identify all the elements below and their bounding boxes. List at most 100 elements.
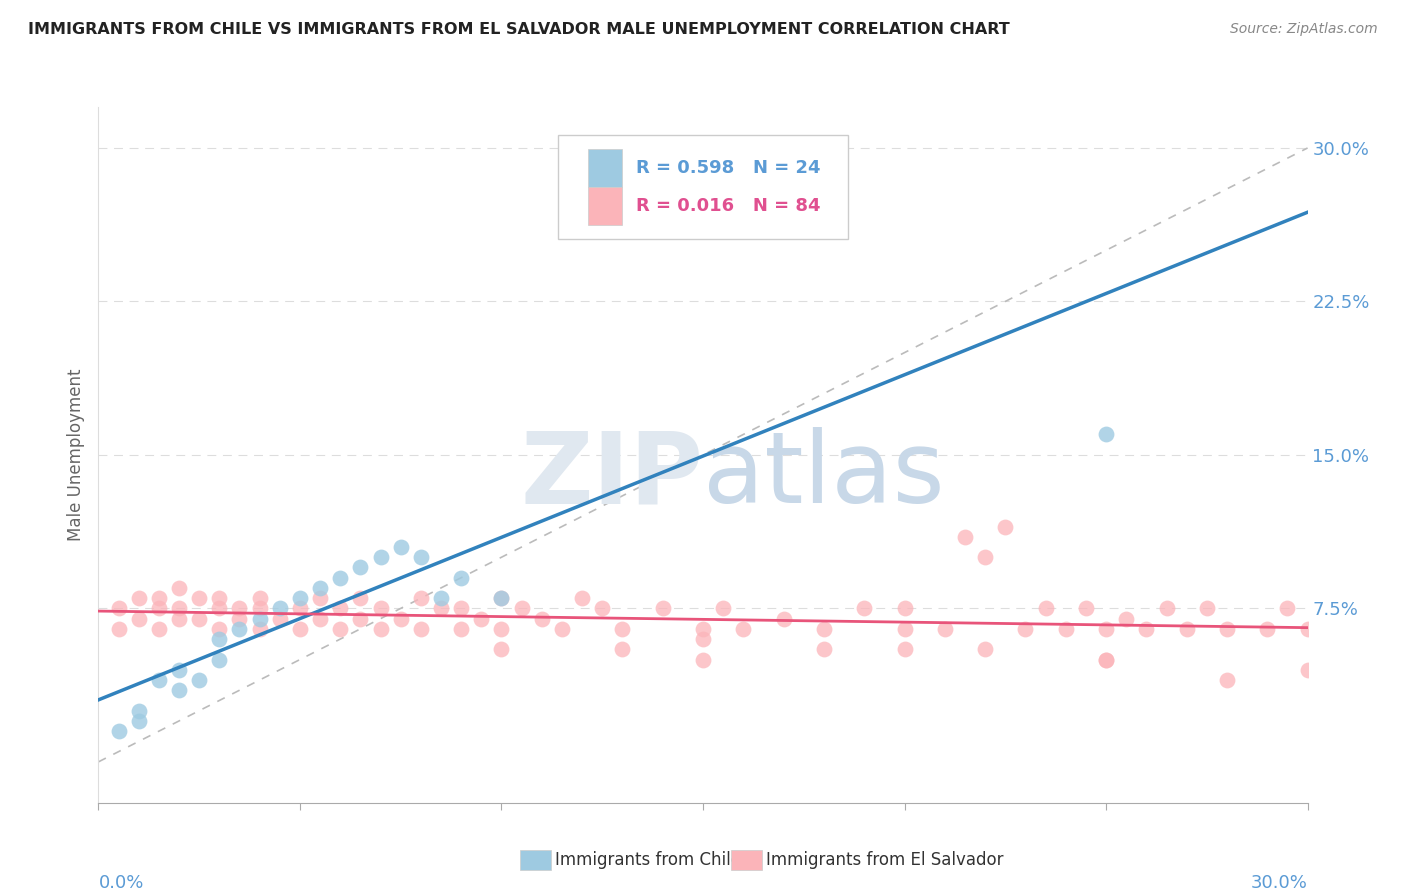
Point xyxy=(228,601,250,615)
Point xyxy=(1256,622,1278,636)
Point xyxy=(893,601,915,615)
Point xyxy=(329,622,352,636)
Point xyxy=(772,612,794,626)
Point xyxy=(249,612,271,626)
Point xyxy=(470,612,492,626)
Point xyxy=(107,601,129,615)
Point xyxy=(551,622,574,636)
Point xyxy=(288,622,311,636)
Point xyxy=(208,601,231,615)
Point xyxy=(692,652,714,666)
Y-axis label: Male Unemployment: Male Unemployment xyxy=(66,368,84,541)
Point xyxy=(974,550,997,565)
Point xyxy=(269,612,291,626)
Point xyxy=(329,601,352,615)
Text: R = 0.016   N = 84: R = 0.016 N = 84 xyxy=(637,197,821,215)
Point xyxy=(1054,622,1077,636)
Point xyxy=(974,642,997,657)
Bar xyxy=(588,149,621,187)
Point xyxy=(893,622,915,636)
Point xyxy=(571,591,593,606)
Point xyxy=(148,591,170,606)
Point xyxy=(450,622,472,636)
Point xyxy=(893,642,915,657)
Point xyxy=(167,683,190,698)
Point xyxy=(692,622,714,636)
Point xyxy=(612,622,634,636)
Point xyxy=(148,622,170,636)
Point xyxy=(450,601,472,615)
Point xyxy=(208,632,231,646)
Point xyxy=(128,591,150,606)
Text: ZIP: ZIP xyxy=(520,427,703,524)
Point xyxy=(288,601,311,615)
Point xyxy=(1095,622,1118,636)
Point xyxy=(208,622,231,636)
FancyBboxPatch shape xyxy=(558,135,848,239)
Point xyxy=(208,591,231,606)
Point xyxy=(107,622,129,636)
Point xyxy=(1296,663,1319,677)
Point xyxy=(1115,612,1137,626)
Point xyxy=(370,601,392,615)
Point xyxy=(409,622,432,636)
Point xyxy=(530,612,553,626)
Point xyxy=(994,519,1017,533)
Point xyxy=(934,622,956,636)
Point xyxy=(491,591,513,606)
Text: 0.0%: 0.0% xyxy=(98,874,143,892)
Bar xyxy=(588,187,621,226)
Point xyxy=(1095,652,1118,666)
Point xyxy=(813,622,835,636)
Point xyxy=(692,632,714,646)
Point xyxy=(167,601,190,615)
Point xyxy=(208,652,231,666)
Point xyxy=(188,612,211,626)
Point xyxy=(409,591,432,606)
Point xyxy=(249,601,271,615)
Point xyxy=(128,612,150,626)
Point xyxy=(430,601,453,615)
Point xyxy=(188,673,211,687)
Point xyxy=(167,663,190,677)
Point xyxy=(1074,601,1097,615)
Point xyxy=(430,591,453,606)
Point xyxy=(349,591,371,606)
Point xyxy=(228,622,250,636)
Point xyxy=(612,642,634,657)
Point xyxy=(309,612,332,626)
Point xyxy=(148,673,170,687)
Point xyxy=(813,642,835,657)
Point xyxy=(1195,601,1218,615)
Point xyxy=(188,591,211,606)
Point xyxy=(491,622,513,636)
Point xyxy=(128,714,150,728)
Text: atlas: atlas xyxy=(703,427,945,524)
Point xyxy=(288,591,311,606)
Point xyxy=(269,601,291,615)
Point xyxy=(733,622,755,636)
Point xyxy=(1156,601,1178,615)
Point xyxy=(1035,601,1057,615)
Point xyxy=(107,724,129,739)
Point xyxy=(309,591,332,606)
Point xyxy=(349,560,371,574)
Point xyxy=(228,612,250,626)
Point xyxy=(651,601,673,615)
Point xyxy=(128,704,150,718)
Point xyxy=(1095,652,1118,666)
Text: R = 0.598   N = 24: R = 0.598 N = 24 xyxy=(637,159,821,177)
Point xyxy=(167,581,190,595)
Point xyxy=(1175,622,1198,636)
Point xyxy=(591,601,613,615)
Point xyxy=(389,540,412,554)
Point xyxy=(389,612,412,626)
Text: 30.0%: 30.0% xyxy=(1251,874,1308,892)
Point xyxy=(491,591,513,606)
Text: IMMIGRANTS FROM CHILE VS IMMIGRANTS FROM EL SALVADOR MALE UNEMPLOYMENT CORRELATI: IMMIGRANTS FROM CHILE VS IMMIGRANTS FROM… xyxy=(28,22,1010,37)
Point xyxy=(1277,601,1299,615)
Point xyxy=(813,202,835,217)
Point xyxy=(450,571,472,585)
Point xyxy=(349,612,371,626)
Point xyxy=(1216,673,1239,687)
